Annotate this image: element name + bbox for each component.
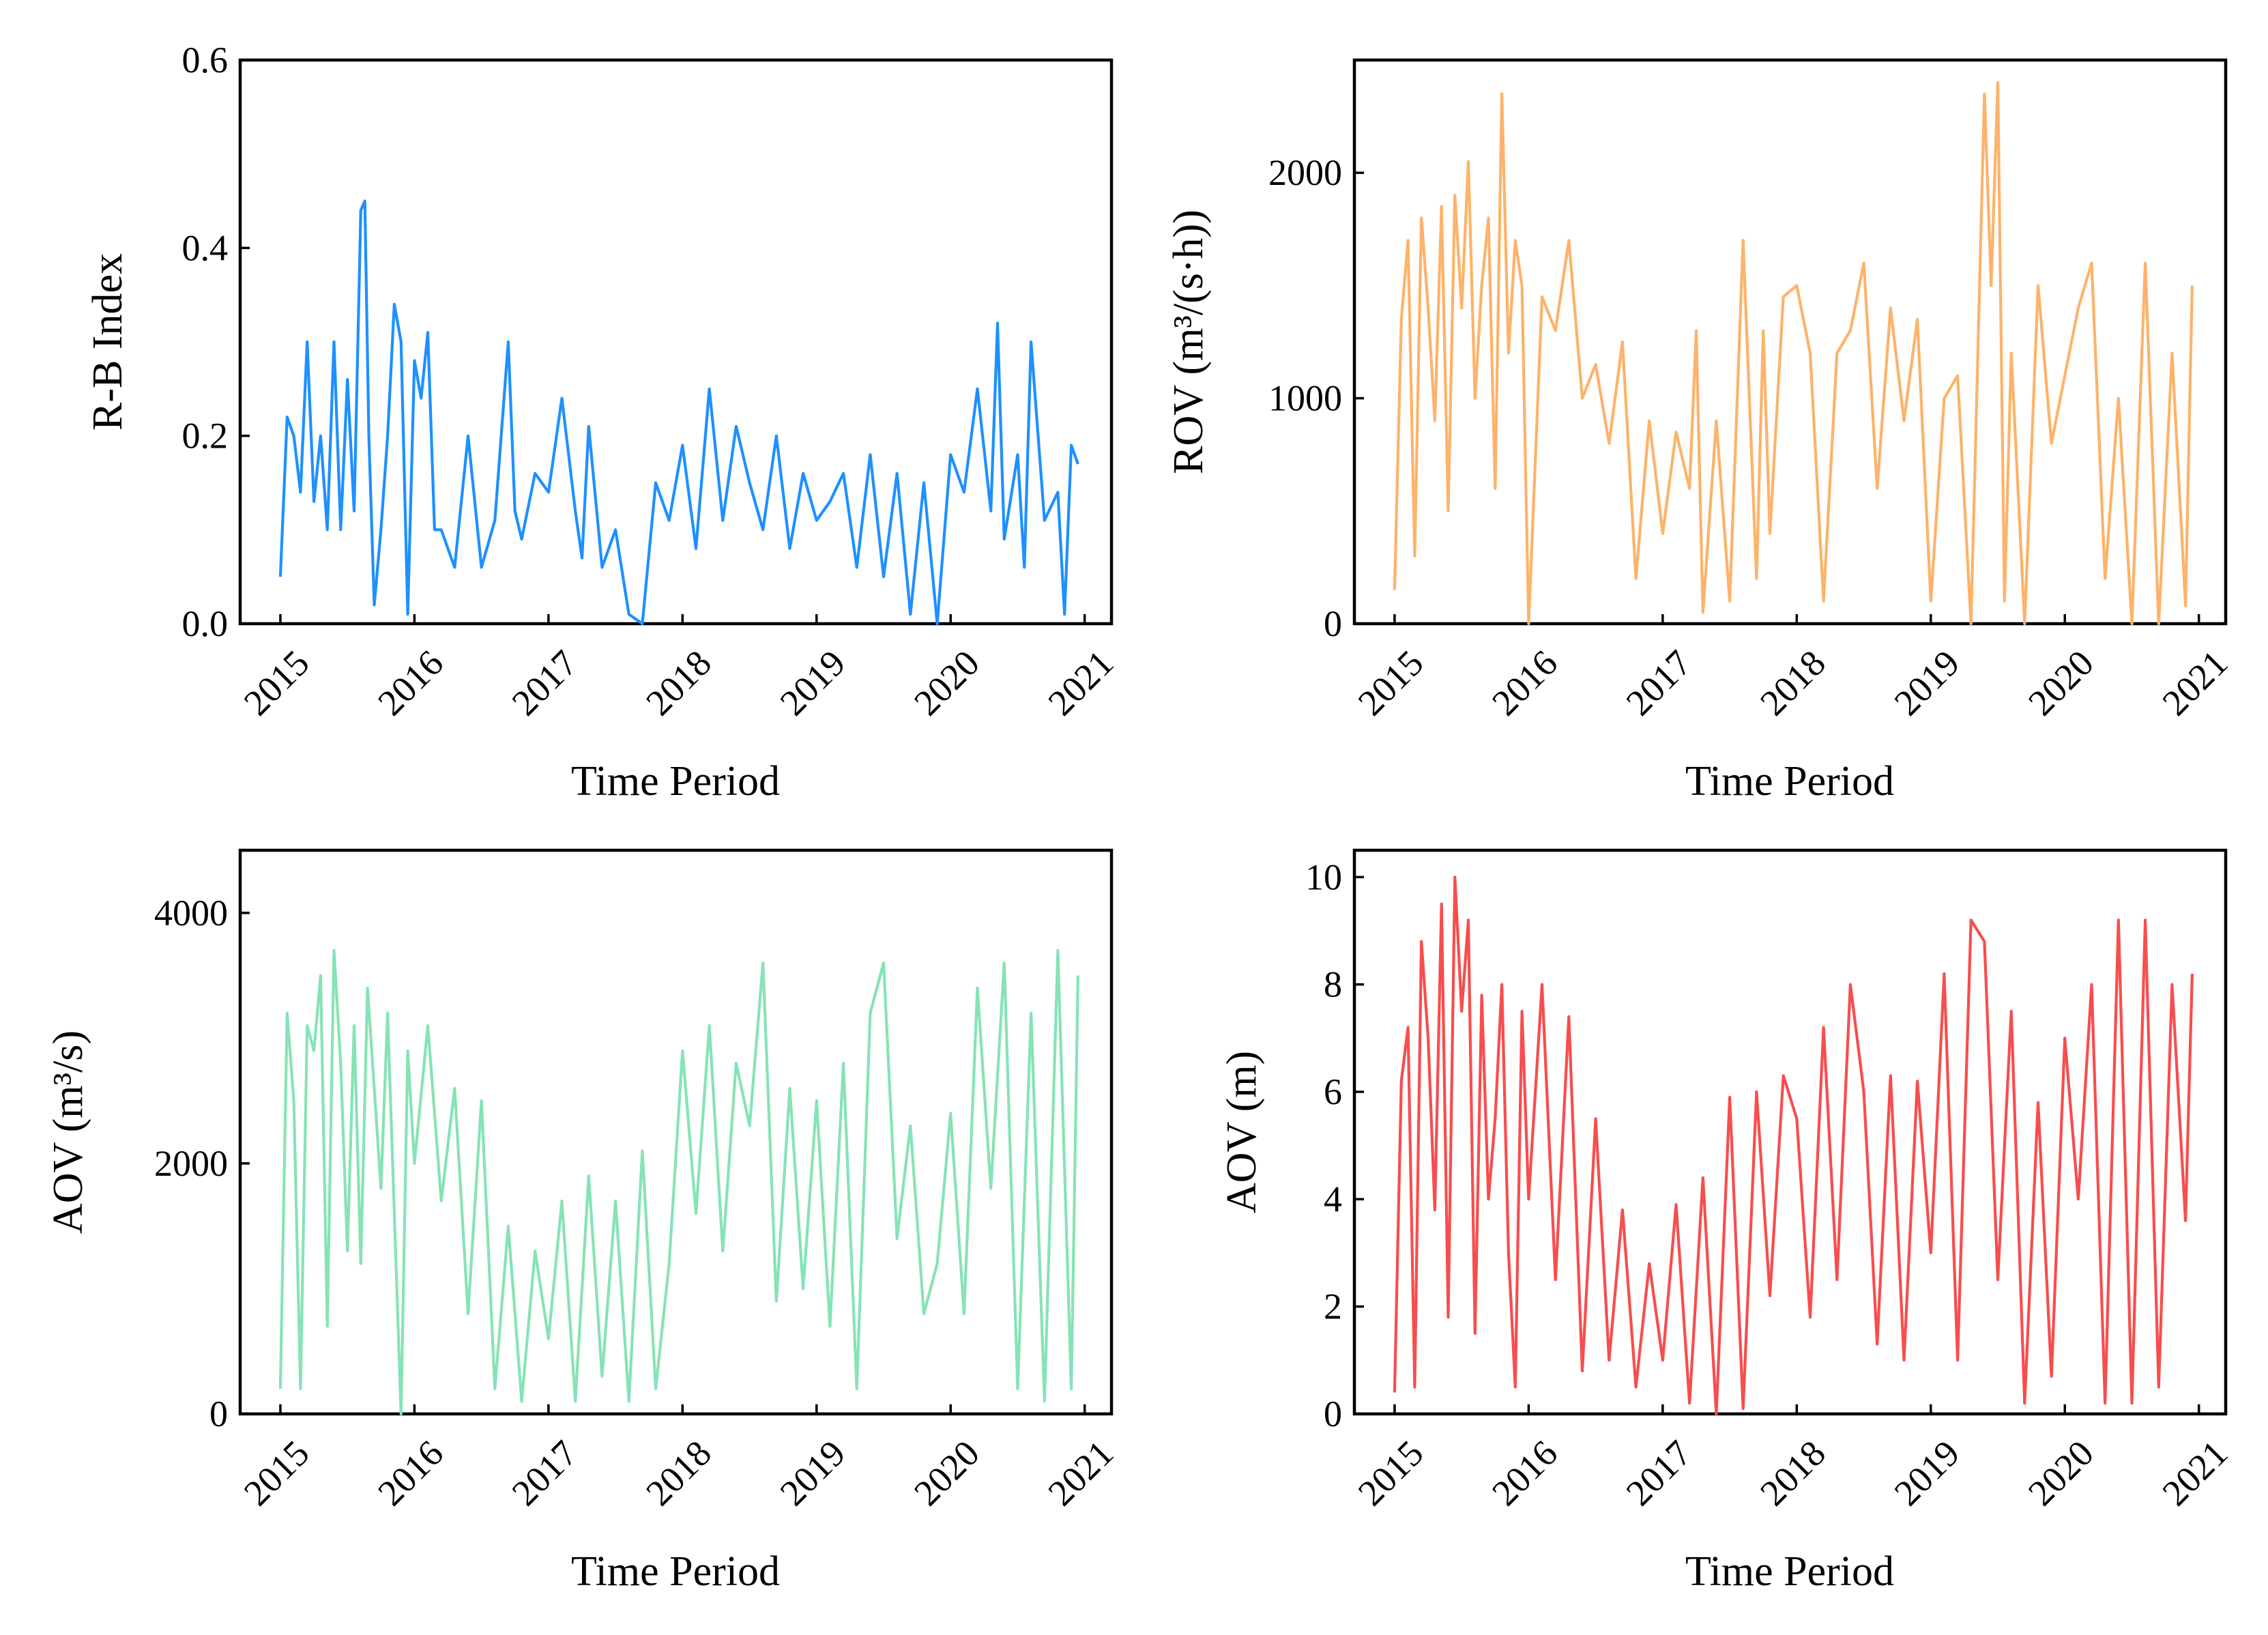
plot-frame: [1352, 848, 2228, 1416]
x-tick-label: 2015: [1350, 642, 1431, 723]
y-tick-label: 0: [209, 1393, 228, 1434]
x-tick-label: 2021: [1041, 1432, 1122, 1514]
x-tick-label: 2019: [1887, 642, 1968, 723]
x-tick-label: 2017: [1618, 642, 1700, 723]
x-tick-label: 2017: [504, 642, 585, 723]
x-axis-label: Time Period: [1685, 758, 1894, 805]
series-line: [1393, 81, 2194, 626]
y-tick-label: 4000: [154, 893, 228, 934]
x-tick-label: 2019: [772, 1432, 854, 1514]
x-tick-label: 2020: [906, 1432, 987, 1514]
panel-aov-level: 0 2 4 6 8 10 2015 2016 2017 2018 2019 2020 2021 Time…: [1219, 848, 2236, 1595]
y-tick-label: 0: [1324, 603, 1342, 644]
x-tick-label: 2016: [370, 642, 451, 723]
y-tick-label: 6: [1324, 1071, 1342, 1112]
series-line: [1393, 876, 2194, 1416]
y-tick-label: 0.6: [182, 40, 229, 81]
x-tick-label: 2016: [1484, 642, 1565, 723]
x-axis-label: Time Period: [571, 1548, 780, 1595]
x-tick-label: 2019: [772, 642, 854, 723]
x-tick-label: 2020: [906, 642, 987, 723]
x-tick-label: 2017: [504, 1432, 585, 1514]
panel-rov: 0 1000 2000 2015 2016 2017 2018 2019 2020 2021 Ti…: [1165, 58, 2236, 805]
panel-rb-index: 0.0 0.2 0.4 0.6 2015 2016 2017 2018 2019 2020 2021…: [85, 40, 1121, 805]
x-tick-label: 2018: [638, 1432, 719, 1514]
y-axis-label: R-B Index: [85, 253, 131, 431]
x-tick-label: 2018: [1752, 642, 1833, 723]
series-line: [278, 199, 1079, 626]
x-tick-label: 2016: [1484, 1432, 1565, 1514]
x-tick-label: 2021: [2155, 642, 2236, 723]
x-tick-label: 2018: [638, 642, 719, 723]
y-tick-label: 1000: [1268, 378, 1342, 419]
y-tick-label: 4: [1324, 1178, 1342, 1219]
x-tick-label: 2018: [1752, 1432, 1833, 1514]
y-tick-label: 0: [1324, 1393, 1342, 1434]
x-tick-label: 2019: [1887, 1432, 1968, 1514]
x-tick-label: 2015: [1350, 1432, 1431, 1514]
x-axis-label: Time Period: [571, 758, 780, 805]
x-tick-label: 2017: [1618, 1432, 1700, 1514]
plot-frame: [238, 848, 1114, 1416]
y-tick-label: 2: [1324, 1286, 1342, 1327]
x-tick-label: 2020: [2020, 1432, 2102, 1514]
x-axis-label: Time Period: [1685, 1548, 1894, 1595]
plot-frame: [238, 58, 1114, 626]
y-tick-label: 0.2: [182, 416, 229, 457]
series-line: [278, 949, 1079, 1416]
panel-aov-flow: 0 2000 4000 2015 2016 2017 2018 2019 2020 2021 Ti…: [45, 848, 1122, 1595]
x-tick-label: 2015: [236, 1432, 317, 1514]
y-axis-label: AOV (m): [1219, 1051, 1265, 1213]
y-tick-label: 2000: [1268, 152, 1342, 193]
x-tick-label: 2021: [2155, 1432, 2236, 1514]
y-axis-label: ROV (m³/(s·h)): [1165, 209, 1212, 474]
x-tick-label: 2020: [2020, 642, 2102, 723]
y-tick-label: 2000: [154, 1143, 228, 1184]
plot-frame: [1352, 58, 2228, 626]
x-tick-label: 2015: [236, 642, 317, 723]
x-tick-label: 2016: [370, 1432, 451, 1514]
y-tick-label: 0.0: [182, 603, 229, 644]
x-tick-label: 2021: [1041, 642, 1122, 723]
y-tick-label: 8: [1324, 964, 1342, 1005]
y-tick-label: 0.4: [182, 227, 229, 268]
y-tick-label: 10: [1305, 856, 1342, 897]
y-axis-label: AOV (m³/s): [45, 1030, 91, 1234]
